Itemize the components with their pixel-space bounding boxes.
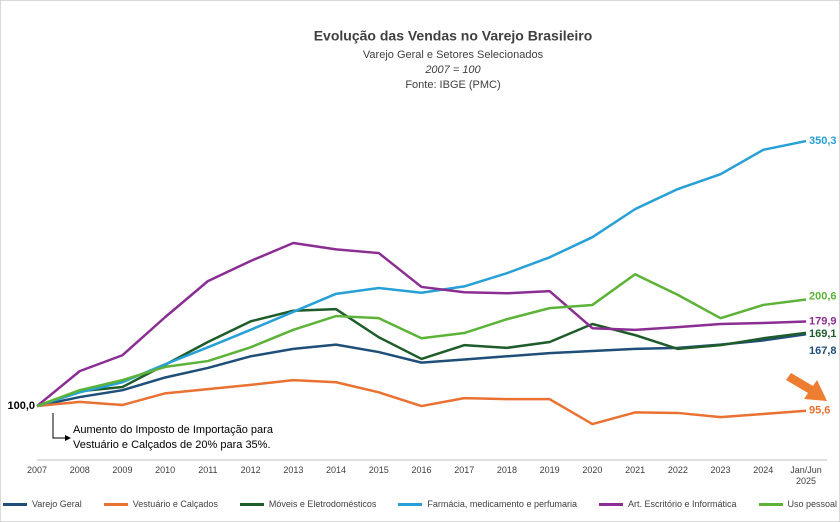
x-tick-label: 2016 <box>411 465 432 475</box>
series-line <box>36 378 807 426</box>
x-tick-label: 2011 <box>198 465 218 475</box>
value-label: 167,8 <box>809 345 837 357</box>
annotation-arrow <box>52 413 65 439</box>
x-tick-label: 2008 <box>69 465 90 475</box>
legend-swatch <box>103 502 128 506</box>
legend-swatch <box>398 502 423 506</box>
legend-swatch <box>598 502 623 506</box>
x-tick-label: 2021 <box>625 465 646 475</box>
x-tick-label: 2022 <box>667 465 688 475</box>
x-tick-label: 2013 <box>283 465 304 475</box>
legend-label: Varejo Geral <box>31 499 82 509</box>
annotation-arrowhead <box>65 435 71 441</box>
series-line <box>36 139 807 408</box>
value-label: 350,3 <box>809 135 837 147</box>
legend: Varejo Geral Vestuário e Calçados Móveis e… <box>1 499 839 509</box>
value-label: 200,6 <box>809 290 837 302</box>
legend-label: Farmácia, medicamento e perfumaria <box>427 499 577 509</box>
chart-note: 2007 = 100 <box>424 64 481 76</box>
series-line <box>36 272 807 408</box>
value-label: 95,6 <box>809 405 830 417</box>
x-tick-label: 2010 <box>155 465 176 475</box>
annotation: Aumento do Imposto de Importação para Ve… <box>73 424 273 451</box>
x-tick-label: Jan/Jun 2025 <box>790 465 822 486</box>
chart-source: Fonte: IBGE (PMC) <box>405 79 500 91</box>
legend-item: Uso pessoal <box>758 499 838 509</box>
legend-item: Art. Escritório e Informática <box>598 499 737 509</box>
x-tick-label: 2024 <box>753 465 774 475</box>
x-tick-label: 2020 <box>582 465 603 475</box>
x-tick-label: 2023 <box>710 465 731 475</box>
legend-swatch <box>239 502 264 506</box>
legend-swatch <box>2 502 27 506</box>
chart-title: Evolução das Vendas no Varejo Brasileiro <box>314 28 593 44</box>
value-label: 179,9 <box>809 315 837 327</box>
highlight-arrow <box>786 373 827 401</box>
x-tick-label: 2015 <box>368 465 389 475</box>
x-tick-label: 2019 <box>539 465 560 475</box>
x-tick-label: 2014 <box>326 465 347 475</box>
legend-item: Farmácia, medicamento e perfumaria <box>398 499 577 509</box>
x-tick-label: 2018 <box>496 465 517 475</box>
legend-item: Vestuário e Calçados <box>103 499 218 509</box>
value-label: 169,1 <box>809 328 837 340</box>
x-tick-label: 2017 <box>454 465 475 475</box>
legend-label: Móveis e Eletrodomésticos <box>268 499 377 509</box>
series-line <box>36 307 807 408</box>
x-tick-label: 2009 <box>112 465 133 475</box>
x-tick-label: 2012 <box>240 465 261 475</box>
legend-swatch <box>758 502 783 506</box>
legend-label: Art. Escritório e Informática <box>627 499 737 509</box>
chart-subtitle: Varejo Geral e Setores Selecionados <box>363 49 544 61</box>
series-line <box>36 241 807 408</box>
x-tick-label: 2007 <box>26 465 48 475</box>
legend-label: Vestuário e Calçados <box>132 499 218 509</box>
legend-item: Móveis e Eletrodomésticos <box>239 499 377 509</box>
value-label: 100,0 <box>7 400 35 412</box>
legend-item: Varejo Geral <box>2 499 82 509</box>
legend-label: Uso pessoal <box>787 499 838 509</box>
